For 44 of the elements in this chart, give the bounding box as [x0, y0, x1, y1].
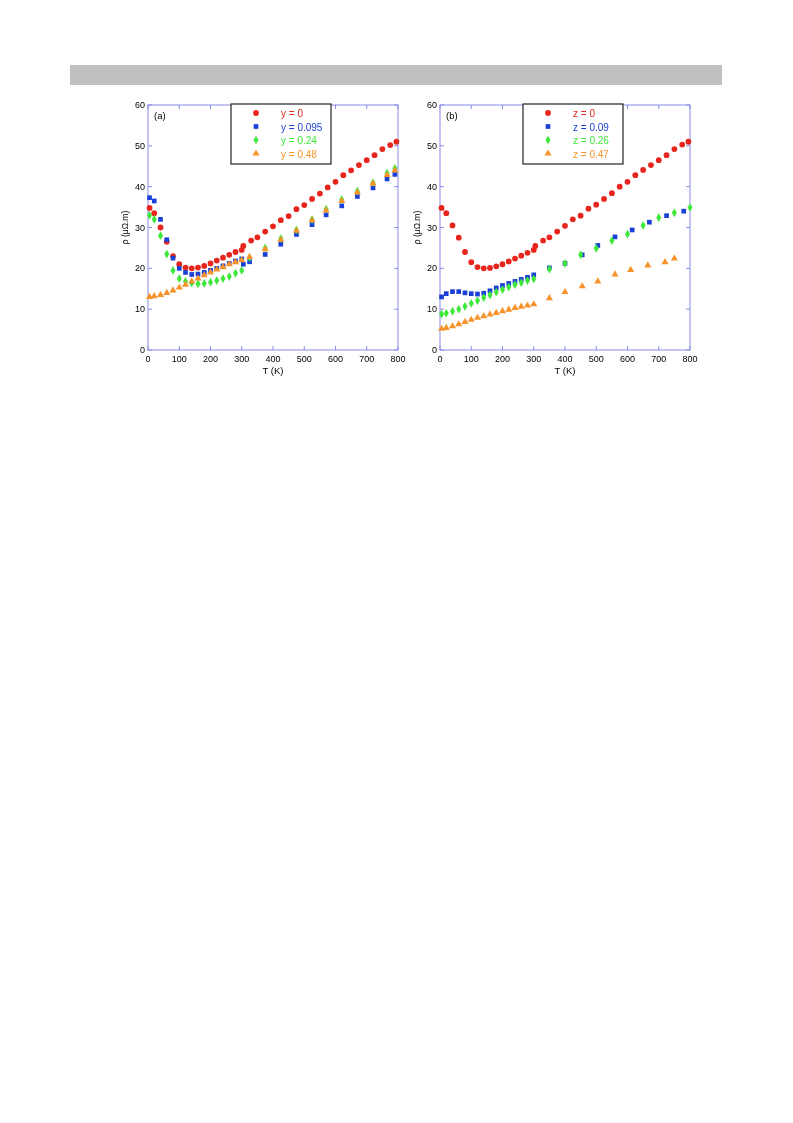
y-tick-label: 20	[134, 263, 145, 274]
x-tick-label: 700	[359, 354, 375, 364]
x-tick-label: 500	[296, 354, 312, 364]
y-tick-label: 20	[426, 263, 437, 274]
x-tick-label: 100	[463, 354, 479, 364]
x-tick-label: 200	[494, 354, 511, 364]
legend-label: y = 0.24	[281, 135, 318, 146]
legend-label: z = 0	[573, 108, 596, 119]
x-tick-label: 600	[619, 354, 636, 364]
x-tick-label: 300	[234, 354, 250, 364]
annotation: (b)	[446, 110, 458, 121]
x-tick-label: 200	[202, 354, 219, 364]
x-axis-title: T (K)	[262, 365, 284, 376]
x-tick-label: 300	[526, 354, 542, 364]
annotation: (a)	[154, 110, 166, 121]
y-tick-label: 60	[134, 100, 145, 110]
y-tick-label: 50	[134, 140, 145, 151]
x-tick-label: 100	[171, 354, 187, 364]
y-tick-label: 40	[426, 181, 437, 192]
y-tick-label: 60	[426, 100, 437, 110]
y-axis-title: ρ (μΩ.m)	[120, 210, 130, 245]
y-tick-label: 0	[431, 345, 437, 355]
y-tick-label: 50	[426, 140, 437, 151]
x-tick-label: 700	[651, 354, 667, 364]
y-axis-title: ρ (μΩ.m)	[412, 210, 422, 245]
x-tick-label: 500	[588, 354, 604, 364]
y-tick-label: 40	[134, 181, 145, 192]
y-tick-label: 10	[134, 304, 145, 315]
x-tick-label: 600	[327, 354, 344, 364]
x-tick-label: 400	[265, 354, 281, 364]
y-tick-label: 0	[139, 345, 145, 355]
y-tick-label: 30	[134, 222, 145, 233]
y-tick-label: 30	[426, 222, 437, 233]
legend-label: z = 0.26	[573, 135, 610, 146]
legend-label: y = 0.48	[281, 148, 318, 160]
x-tick-label: 800	[682, 354, 698, 364]
x-tick-label: 800	[390, 354, 406, 364]
legend-label: y = 0.095	[281, 121, 323, 133]
y-tick-label: 10	[426, 304, 437, 315]
legend-label: z = 0.09	[573, 121, 610, 133]
x-tick-label: 400	[557, 354, 573, 364]
legend-label: z = 0.47	[573, 148, 610, 160]
x-axis-title: T (K)	[554, 365, 576, 376]
legend-label: y = 0	[281, 108, 304, 119]
